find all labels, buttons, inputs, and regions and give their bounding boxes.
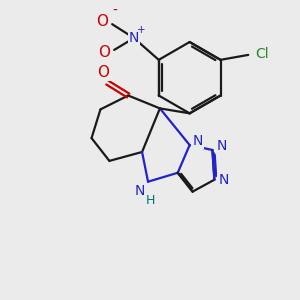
Text: +: + bbox=[136, 25, 145, 35]
Text: O: O bbox=[98, 45, 110, 60]
Text: Cl: Cl bbox=[255, 47, 269, 61]
Text: N: N bbox=[216, 139, 226, 153]
Text: -: - bbox=[113, 4, 118, 18]
Text: N: N bbox=[192, 134, 203, 148]
Text: O: O bbox=[98, 65, 110, 80]
Text: N: N bbox=[218, 173, 229, 187]
Text: N: N bbox=[135, 184, 145, 198]
Text: H: H bbox=[145, 194, 155, 207]
Text: N: N bbox=[129, 31, 139, 45]
Text: O: O bbox=[96, 14, 108, 29]
